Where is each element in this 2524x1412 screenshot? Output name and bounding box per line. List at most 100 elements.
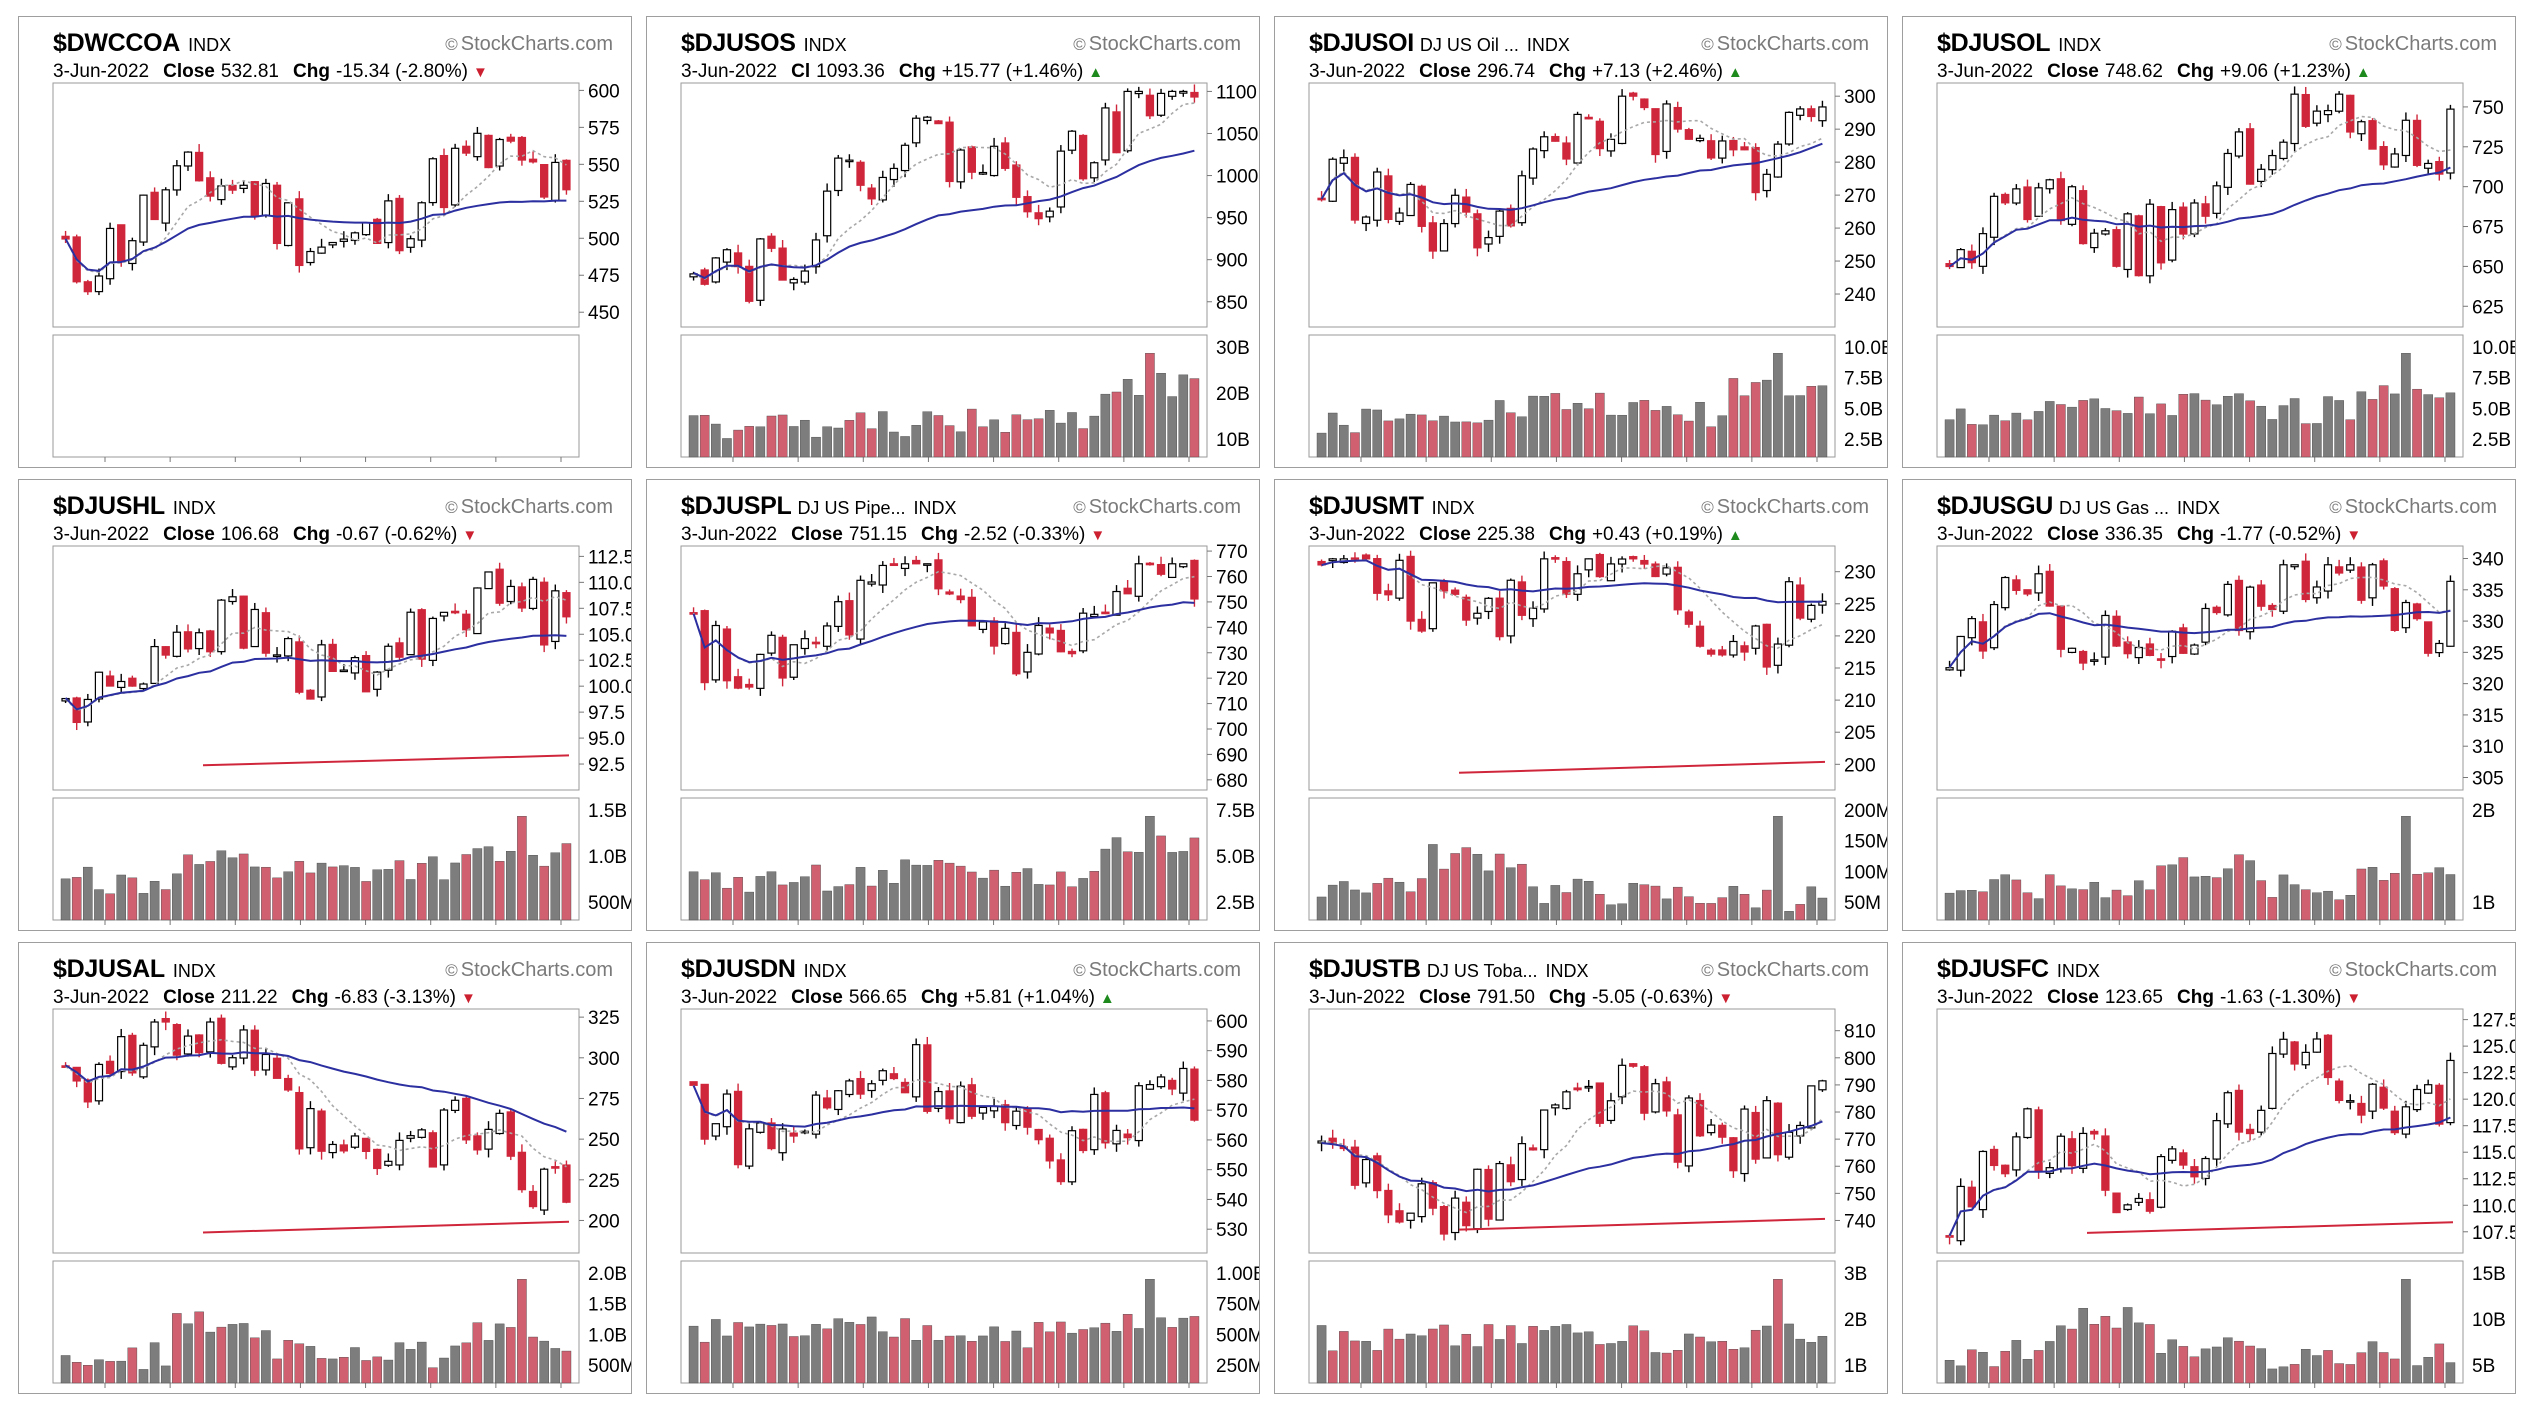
volume-bar — [733, 1322, 743, 1384]
volume-bar — [1067, 886, 1077, 921]
candle-body — [2368, 1083, 2377, 1112]
volume-bar — [955, 865, 966, 921]
volume-bar — [383, 869, 394, 921]
volume-bar — [1639, 400, 1650, 458]
volume-tick-label: 1B — [1844, 1356, 1867, 1377]
chart-panel-dwccoa[interactable]: $DWCCOA INDX © StockCharts.com 3-Jun-2022 Clo… — [18, 16, 632, 468]
chart-panel-djusgu[interactable]: $DJUSGU DJ US Gas ... INDX © StockCharts.com… — [1902, 479, 2516, 931]
close-value: 1093.36 — [816, 61, 885, 82]
candle-body — [2223, 1092, 2232, 1125]
price-tick-label: 120.0 — [2472, 1090, 2515, 1111]
candle-body — [1540, 136, 1549, 152]
volume-bar — [1717, 415, 1728, 458]
volume-bar — [1156, 1317, 1166, 1384]
volume-bar — [428, 1367, 438, 1384]
volume-bar — [350, 1347, 360, 1384]
volume-bar — [1695, 402, 1705, 458]
candle-body — [811, 239, 821, 268]
chart-panel-djusos[interactable]: $DJUSOS INDX © StockCharts.com 3-Jun-2022 Cl 1… — [646, 16, 1260, 468]
candle-body — [239, 1029, 248, 1059]
volume-bar — [844, 884, 855, 921]
symbol-label: $DJUSMT — [1309, 492, 1424, 520]
chart-header: $DJUSOI DJ US Oil ... INDX © StockCharts.com — [1309, 29, 1869, 59]
volume-tick-label: 3B — [1844, 1264, 1867, 1285]
candle-body — [1361, 216, 1371, 225]
volume-bars — [60, 816, 572, 921]
chart-panel-djusoi[interactable]: $DJUSOI DJ US Oil ... INDX © StockCharts.com… — [1274, 16, 1888, 468]
date-tick-label: 9 — [360, 465, 371, 467]
volume-bar — [922, 1325, 933, 1384]
chart-header: $DJUSGU DJ US Gas ... INDX © StockCharts.com — [1937, 492, 2497, 522]
candle-body — [228, 184, 237, 191]
volume-bar — [1472, 422, 1483, 458]
volume-bars — [1944, 353, 2456, 458]
brand-watermark: © StockCharts.com — [2329, 959, 2497, 982]
candle-body — [2156, 658, 2166, 661]
candle-body — [1617, 1064, 1627, 1098]
candle-body — [128, 240, 137, 265]
chart-panel-djusfc[interactable]: $DJUSFC INDX © StockCharts.com 3-Jun-2022 Clo… — [1902, 942, 2516, 1394]
volume-bar — [1617, 414, 1627, 458]
candle-body — [2156, 1155, 2166, 1208]
volume-bar — [2067, 1328, 2077, 1384]
volume-bar — [1762, 379, 1772, 458]
date-tick-label: 23 — [2369, 1391, 2390, 1393]
candle-body — [1339, 157, 1348, 164]
volume-bar — [1650, 885, 1661, 921]
chart-panel-djushl[interactable]: $DJUSHL INDX © StockCharts.com 3-Jun-2022 Clo… — [18, 479, 632, 931]
price-tick-label: 320 — [2472, 675, 2504, 696]
volume-bar — [2312, 1355, 2322, 1384]
volume-bar — [2211, 404, 2222, 458]
candle-body — [1168, 1079, 1177, 1090]
chart-panel-djusmt[interactable]: $DJUSMT INDX © StockCharts.com 3-Jun-2022 Clo… — [1274, 479, 1888, 931]
chart-panel-djustb[interactable]: $DJUSTB DJ US Toba... INDX © StockCharts.com… — [1274, 942, 1888, 1394]
volume-bar — [2312, 892, 2322, 921]
quote-line: 3-Jun-2022 Close 336.35 Chg -1.77 (-0.52%) ▼ — [1937, 524, 2497, 548]
candle-body — [1428, 582, 1438, 630]
brand-text: StockCharts.com — [1716, 959, 1869, 981]
candle-body — [1706, 649, 1716, 655]
volume-bar — [878, 870, 888, 921]
candle-body — [94, 671, 104, 700]
volume-bar — [1327, 1350, 1338, 1384]
price-tick-label: 780 — [1844, 1103, 1876, 1124]
candle-body — [1156, 92, 1166, 116]
change-label: Chg — [291, 987, 329, 1008]
chart-panel-djusdn[interactable]: $DJUSDN INDX © StockCharts.com 3-Jun-2022 Clo… — [646, 942, 1260, 1394]
date-tick-label: 25 — [2109, 928, 2130, 930]
price-chart: 600 575 550 525 500 475 450 11 18 25 May 9 16 23 Jun 6 — [52, 81, 620, 467]
candle-body — [161, 189, 170, 224]
candle-body — [217, 185, 226, 201]
price-plot-area — [1308, 545, 1836, 791]
candle-body — [1662, 103, 1671, 153]
candle-body — [1967, 250, 1976, 264]
volume-bar — [1595, 894, 1605, 921]
candle-body — [1606, 138, 1616, 152]
volume-bar — [2234, 393, 2244, 458]
chart-header: $DWCCOA INDX © StockCharts.com — [53, 29, 613, 59]
volume-bar — [1717, 1341, 1728, 1384]
volume-bar — [833, 886, 844, 921]
candle-body — [2424, 621, 2433, 654]
candle-body — [1056, 629, 1066, 653]
volume-bar — [855, 1324, 866, 1384]
candle-body — [1134, 1085, 1143, 1142]
chart-panel-djusal[interactable]: $DJUSAL INDX © StockCharts.com 3-Jun-2022 Clo… — [18, 942, 632, 1394]
candle-body — [1773, 1102, 1783, 1156]
price-tick-label: 325 — [2472, 643, 2504, 664]
volume-bar — [2267, 1368, 2278, 1384]
date-tick-label: 23 — [485, 928, 506, 930]
volume-bar — [2223, 396, 2233, 458]
candle-body — [417, 202, 426, 241]
candle-body — [989, 145, 999, 177]
volume-bar — [2044, 874, 2055, 921]
volume-bar — [227, 857, 238, 921]
candle-body — [517, 586, 527, 609]
chart-panel-djusol[interactable]: $DJUSOL INDX © StockCharts.com 3-Jun-2022 Clo… — [1902, 16, 2516, 468]
candle-body — [756, 1122, 765, 1133]
quote-date: 3-Jun-2022 — [681, 524, 778, 545]
chart-panel-djuspl[interactable]: $DJUSPL DJ US Pipe... INDX © StockCharts.com… — [646, 479, 1260, 931]
date-tick-label: Jun 6 — [1164, 928, 1214, 930]
volume-bar — [361, 1360, 371, 1384]
candle-body — [1350, 1146, 1360, 1186]
